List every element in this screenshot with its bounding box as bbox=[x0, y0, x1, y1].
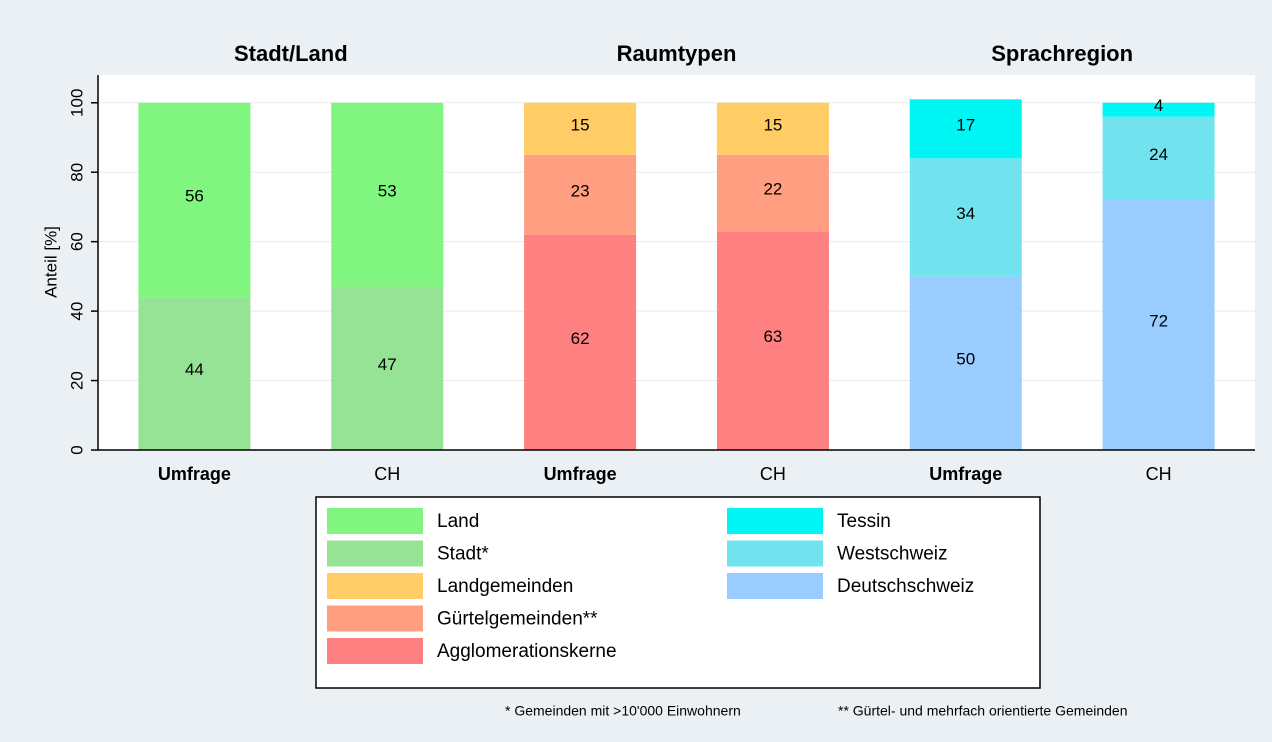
bar-segment bbox=[909, 276, 1022, 450]
data-label: 62 bbox=[571, 329, 590, 348]
legend-label: Agglomerationskerne bbox=[437, 641, 617, 662]
bar-segment bbox=[1102, 102, 1215, 117]
legend-swatch bbox=[327, 508, 423, 534]
legend-label: Westschweiz bbox=[837, 544, 948, 565]
x-tick-label: Umfrage bbox=[929, 464, 1002, 484]
legend-label: Land bbox=[437, 511, 479, 532]
data-label: 15 bbox=[763, 115, 782, 134]
legend-swatch bbox=[727, 508, 823, 534]
data-label: 23 bbox=[571, 181, 590, 200]
legend-swatch bbox=[327, 573, 423, 599]
legend-swatch bbox=[327, 540, 423, 567]
y-tick-label: 0 bbox=[67, 445, 86, 454]
bar-segment bbox=[716, 231, 829, 450]
data-label: 72 bbox=[1149, 311, 1168, 330]
bar-segment bbox=[909, 99, 1022, 159]
bar-segment bbox=[138, 102, 251, 298]
legend-label: Stadt* bbox=[437, 544, 489, 565]
legend-swatch bbox=[727, 573, 823, 599]
bar-segment bbox=[716, 102, 829, 155]
group-title: Sprachregion bbox=[991, 41, 1133, 66]
x-tick-label: CH bbox=[374, 464, 400, 484]
bar-segment bbox=[331, 102, 444, 287]
data-label: 53 bbox=[378, 181, 397, 200]
data-label: 24 bbox=[1149, 145, 1168, 164]
legend-label: Tessin bbox=[837, 511, 891, 532]
data-label: 22 bbox=[763, 180, 782, 199]
group-title: Stadt/Land bbox=[234, 41, 348, 66]
bar-segment bbox=[1102, 200, 1215, 450]
footnote: ** Gürtel- und mehrfach orientierte Geme… bbox=[838, 703, 1127, 719]
data-label: 17 bbox=[956, 115, 975, 134]
data-label: 4 bbox=[1154, 96, 1163, 115]
data-label: 63 bbox=[763, 327, 782, 346]
legend-swatch bbox=[727, 540, 823, 567]
bar-segment bbox=[331, 286, 444, 450]
legend-label: Gürtelgemeinden** bbox=[437, 609, 598, 630]
y-axis-label: Anteil [%] bbox=[41, 226, 60, 298]
y-tick-label: 20 bbox=[67, 371, 86, 390]
y-tick-label: 80 bbox=[67, 163, 86, 182]
data-label: 44 bbox=[185, 360, 204, 379]
x-tick-label: CH bbox=[1146, 464, 1172, 484]
bar-segment bbox=[1102, 116, 1215, 200]
x-tick-label: CH bbox=[760, 464, 786, 484]
bar-segment bbox=[716, 154, 829, 232]
bar-segment bbox=[138, 297, 251, 450]
legend-label: Landgemeinden bbox=[437, 576, 573, 597]
y-tick-label: 60 bbox=[67, 232, 86, 251]
data-label: 56 bbox=[185, 186, 204, 205]
data-label: 50 bbox=[956, 350, 975, 369]
y-tick-label: 100 bbox=[67, 89, 86, 117]
legend-box bbox=[315, 496, 1041, 689]
x-tick-label: Umfrage bbox=[158, 464, 231, 484]
group-title: Raumtypen bbox=[617, 41, 737, 66]
x-tick-label: Umfrage bbox=[544, 464, 617, 484]
legend-label: Deutschschweiz bbox=[837, 576, 974, 597]
data-label: 15 bbox=[571, 115, 590, 134]
data-label: 34 bbox=[956, 204, 975, 223]
legend-swatch bbox=[327, 605, 423, 632]
bar-segment bbox=[909, 158, 1022, 277]
bar-segment bbox=[524, 154, 637, 235]
plot-area bbox=[98, 75, 1255, 450]
data-label: 47 bbox=[378, 355, 397, 374]
bar-segment bbox=[524, 234, 637, 450]
legend-swatch bbox=[327, 638, 423, 664]
y-tick-label: 40 bbox=[67, 302, 86, 321]
bar-segment bbox=[524, 102, 637, 155]
footnote: * Gemeinden mit >10'000 Einwohnern bbox=[505, 703, 741, 719]
